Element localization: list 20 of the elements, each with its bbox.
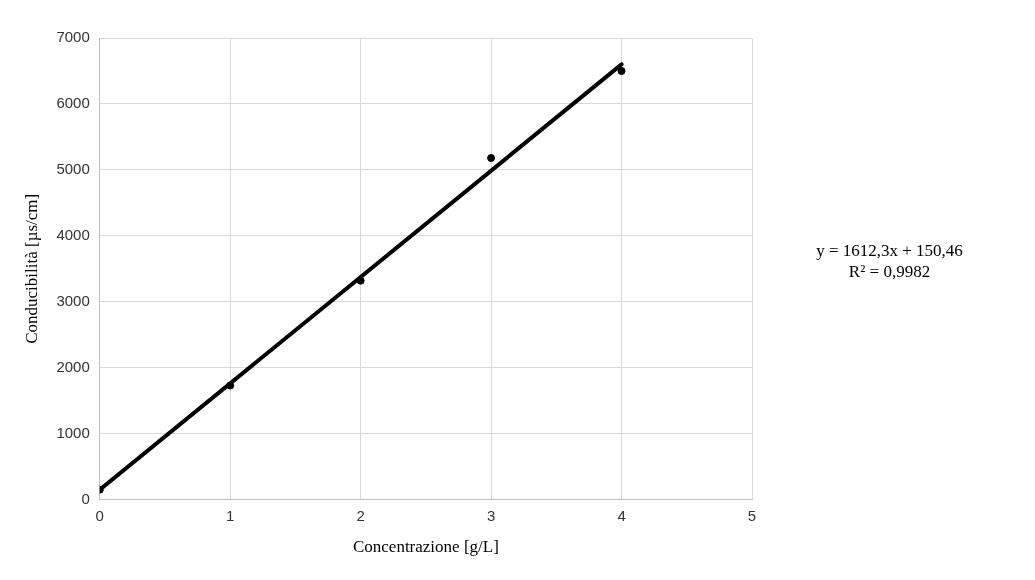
text: y = 1612,3x + 150,46	[816, 240, 963, 260]
x-tick-label: 5	[747, 506, 757, 524]
x-tick-label: 3	[486, 506, 496, 524]
y-tick-label: 7000	[56, 28, 90, 46]
y-tick-label: 0	[81, 489, 90, 507]
x-axis-title: Concentrazione [g/L]	[352, 537, 499, 557]
x-tick-label: 1	[226, 506, 235, 524]
y-axis-title: Conducibilità [µs/cm]	[21, 193, 41, 344]
text: R² = 0,9982	[848, 261, 931, 281]
y-tick-label: 6000	[56, 94, 90, 112]
y-tick-label: 1000	[56, 423, 90, 441]
point	[617, 66, 626, 75]
y-tick-label: 5000	[56, 160, 90, 178]
y-tick-label: 2000	[56, 357, 90, 375]
x-tick-label: 2	[356, 506, 365, 524]
point	[487, 154, 496, 163]
x-tick-label: 0	[95, 506, 104, 524]
y-tick-label: 4000	[56, 225, 90, 243]
y-tick-label: 3000	[56, 291, 90, 309]
x-tick-label: 4	[617, 506, 626, 524]
